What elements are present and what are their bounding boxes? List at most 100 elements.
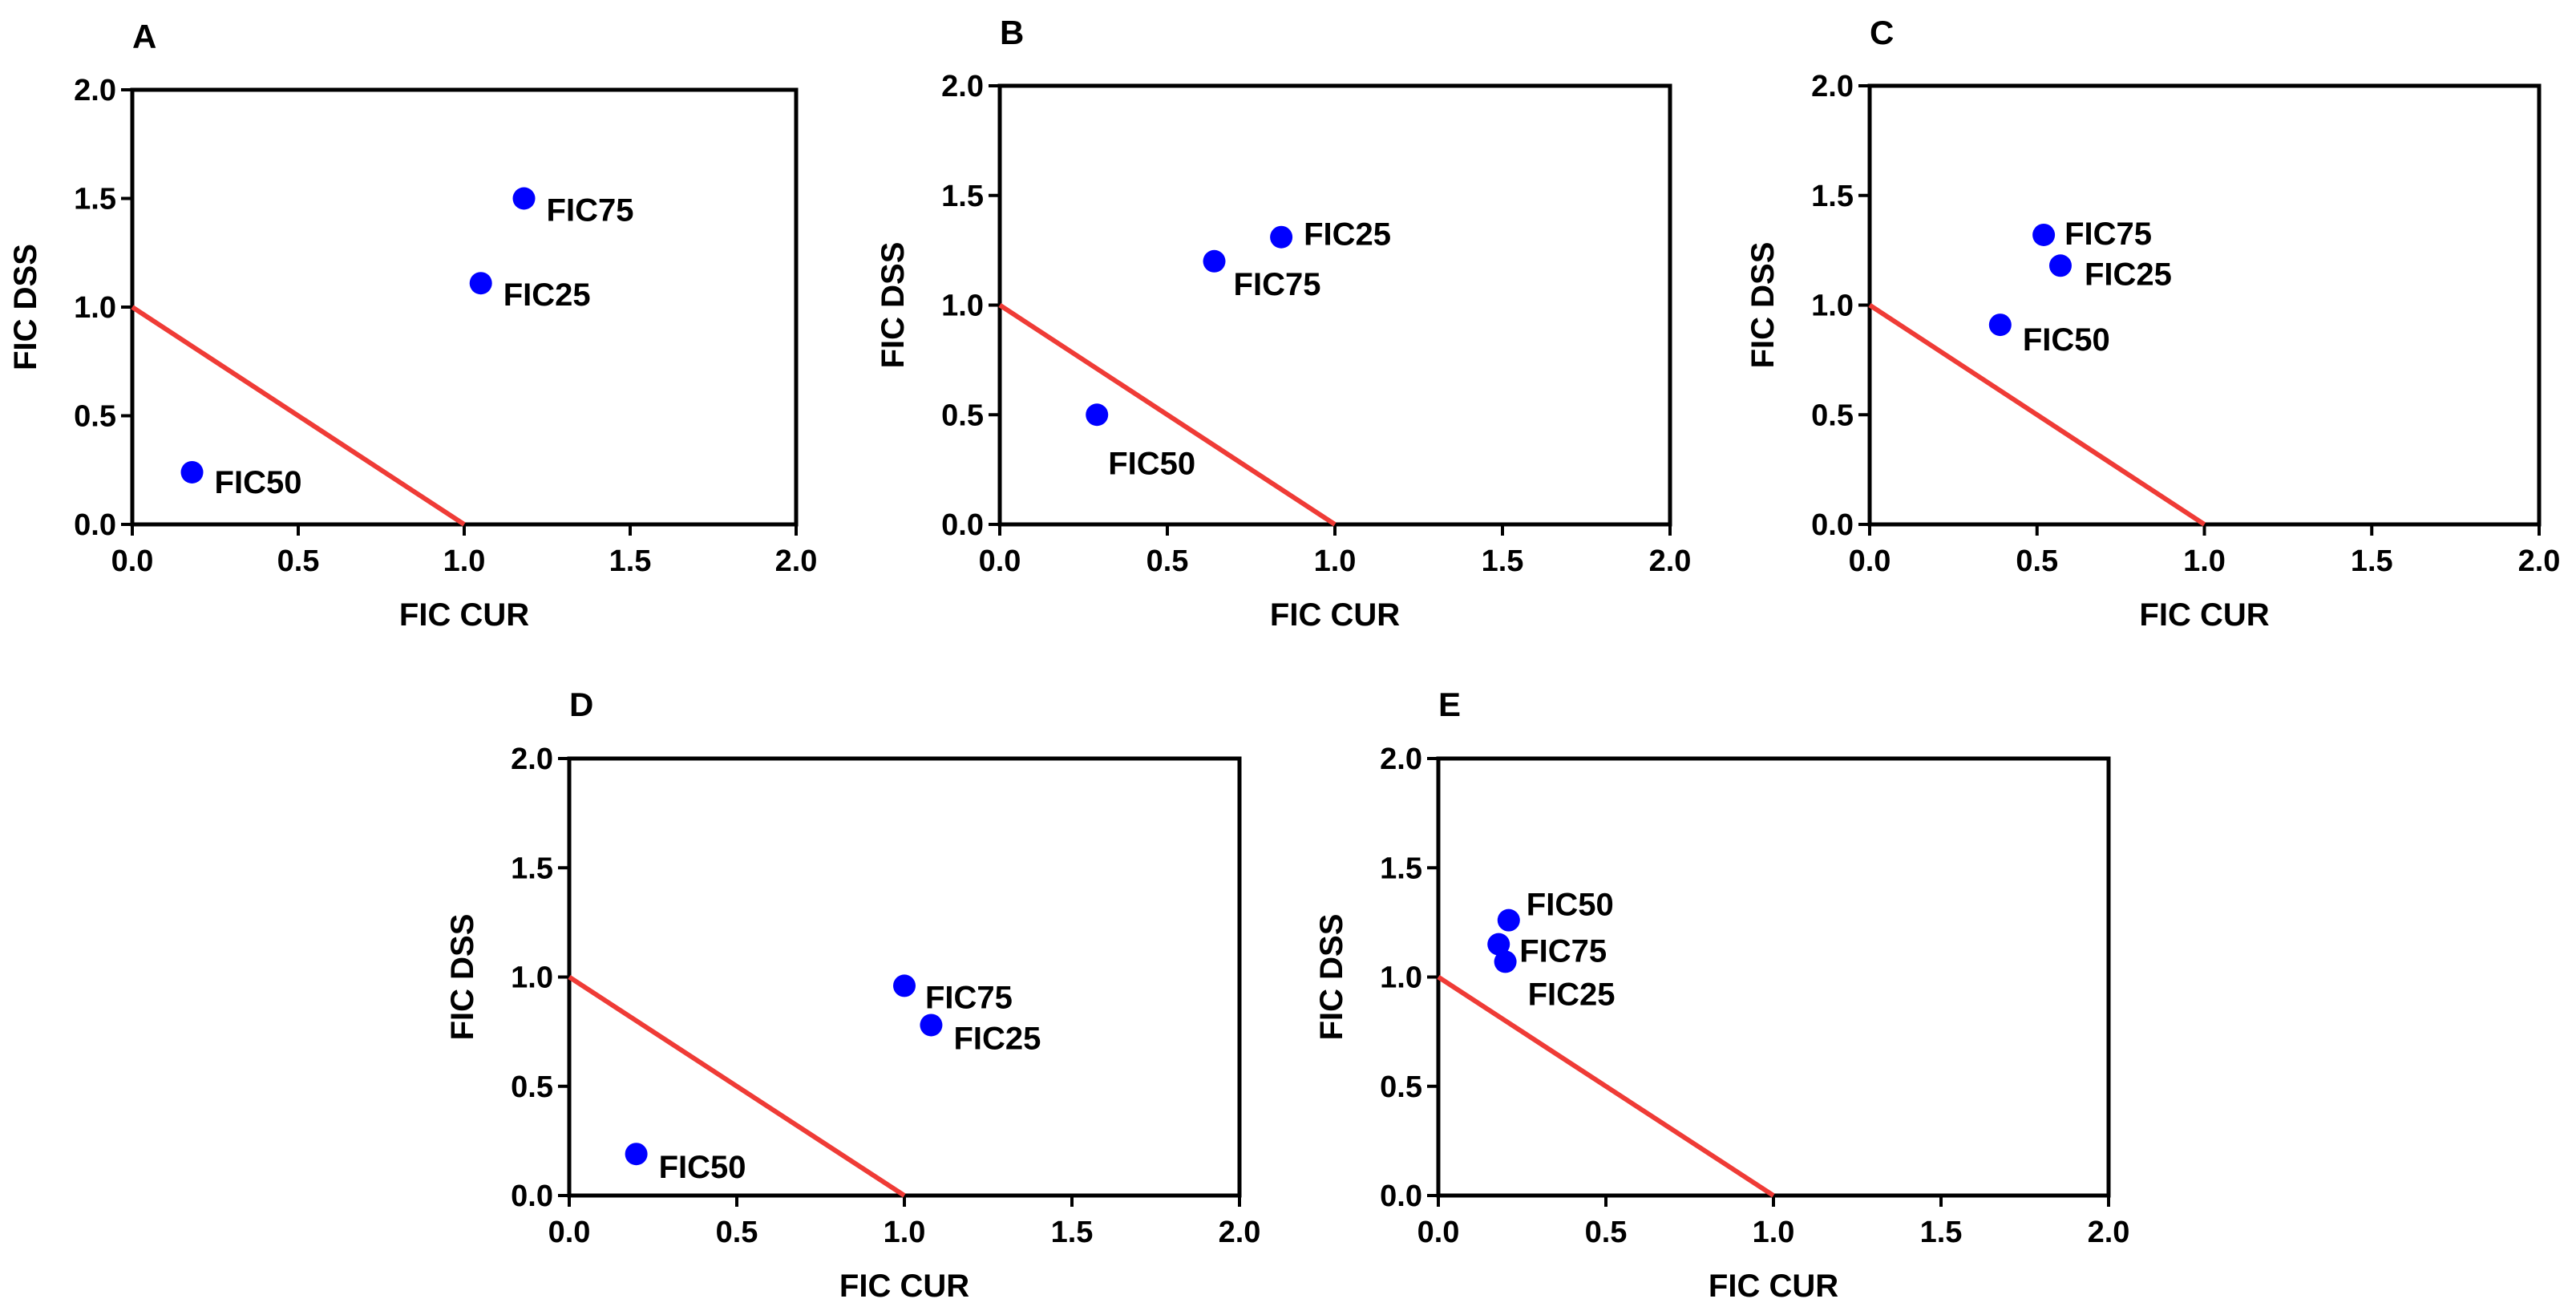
x-tick-label: 0.5 (1146, 544, 1189, 578)
data-point-fic50 (625, 1143, 648, 1166)
panel-label: D (569, 686, 593, 723)
x-tick-label: 0.0 (548, 1216, 591, 1249)
point-label: FIC25 (953, 1021, 1041, 1056)
y-tick-label: 2.0 (1811, 70, 1854, 103)
y-tick-label: 1.0 (1380, 961, 1422, 995)
y-axis-label: FIC DSS (1314, 914, 1349, 1041)
data-point-fic75 (2032, 223, 2056, 246)
point-label: FIC75 (547, 193, 634, 229)
data-point-fic25 (920, 1014, 943, 1037)
data-point-fic50 (180, 460, 204, 484)
x-axis-label: FIC CUR (2139, 597, 2269, 633)
panel-c: C 0.0 0.5 1.0 1.5 2.0 0.0 0.5 1.0 1.5 2.0 FIC CUR FI… (1745, 14, 2560, 633)
x-tick-label: 1.0 (2183, 544, 2226, 578)
x-tick-label: 2.0 (1219, 1216, 1261, 1249)
x-tick-label: 1.0 (1753, 1216, 1795, 1249)
x-tick-label: 1.0 (1314, 544, 1357, 578)
y-axis-label: FIC DSS (876, 242, 911, 369)
additivity-line (131, 305, 466, 527)
point-label: FIC75 (2064, 216, 2152, 252)
y-tick-label: 0.5 (511, 1070, 553, 1104)
point-label: FIC75 (1519, 934, 1607, 969)
y-tick-label: 1.5 (511, 852, 553, 885)
y-tick-label: 1.5 (1380, 852, 1422, 885)
x-tick-label: 1.5 (609, 544, 652, 578)
additivity-line (1437, 974, 1775, 1198)
point-label: FIC50 (2023, 322, 2110, 358)
data-point-fic75 (512, 187, 536, 210)
y-tick-label: 1.5 (74, 183, 116, 216)
point-label: FIC50 (659, 1150, 746, 1185)
y-tick-label: 0.5 (941, 399, 984, 432)
y-tick-label: 2.0 (74, 74, 116, 107)
x-tick-label: 0.0 (1849, 544, 1891, 578)
additivity-line (1868, 302, 2206, 527)
panel-a: A 0.0 0.5 1.0 1.5 2.0 0.0 0.5 1.0 1.5 2.0 FIC CUR FI… (8, 18, 817, 633)
x-axis-label: FIC CUR (399, 597, 529, 633)
x-tick-label: 0.0 (111, 544, 154, 578)
x-tick-label: 1.0 (443, 544, 486, 578)
panel-label: E (1438, 686, 1461, 723)
data-point-fic25 (2048, 254, 2072, 277)
y-tick-label: 2.0 (511, 742, 553, 776)
point-label: FIC75 (1234, 267, 1321, 302)
y-tick-label: 0.0 (1380, 1179, 1422, 1213)
plot-frame (130, 87, 799, 527)
panel-label: C (1870, 14, 1894, 51)
x-tick-label: 1.0 (884, 1216, 926, 1249)
y-tick-label: 1.5 (1811, 180, 1854, 213)
x-tick-label: 2.0 (1649, 544, 1692, 578)
point-label: FIC25 (1304, 217, 1391, 253)
y-axis-label: FIC DSS (1745, 242, 1781, 369)
x-tick-label: 1.5 (1051, 1216, 1094, 1249)
data-point-fic75 (1487, 933, 1510, 956)
x-tick-label: 0.5 (2016, 544, 2058, 578)
y-tick-label: 2.0 (1380, 742, 1422, 776)
x-axis-label: FIC CUR (1709, 1268, 1838, 1304)
y-tick-label: 1.0 (941, 289, 984, 323)
y-tick-label: 0.5 (1811, 399, 1854, 432)
x-axis-label: FIC CUR (839, 1268, 969, 1304)
point-label: FIC25 (503, 277, 591, 313)
y-tick-label: 1.0 (1811, 289, 1854, 323)
data-point-fic75 (1203, 249, 1226, 273)
point-label: FIC50 (1527, 888, 1614, 923)
x-tick-label: 2.0 (775, 544, 818, 578)
data-point-fic25 (1270, 225, 1293, 249)
data-point-fic50 (1497, 908, 1520, 932)
data-point-fic75 (893, 974, 916, 997)
x-axis-label: FIC CUR (1270, 597, 1400, 633)
y-axis-label: FIC DSS (445, 914, 480, 1041)
additivity-line (998, 302, 1337, 527)
y-tick-label: 0.0 (511, 1179, 553, 1213)
panel-label: B (1000, 14, 1024, 51)
y-tick-label: 0.0 (1811, 508, 1854, 542)
x-tick-label: 0.5 (1585, 1216, 1628, 1249)
point-label: FIC25 (2085, 257, 2172, 292)
x-tick-label: 0.5 (277, 544, 320, 578)
x-tick-label: 2.0 (2088, 1216, 2130, 1249)
y-tick-label: 1.5 (941, 180, 984, 213)
y-tick-label: 0.5 (1380, 1070, 1422, 1104)
data-point-fic25 (469, 272, 492, 295)
plot-frame (997, 83, 1672, 527)
point-label: FIC25 (1528, 977, 1616, 1012)
x-tick-label: 0.0 (1417, 1216, 1460, 1249)
x-tick-label: 0.5 (716, 1216, 758, 1249)
x-tick-label: 1.5 (1482, 544, 1524, 578)
x-tick-label: 1.5 (1920, 1216, 1963, 1249)
x-tick-label: 0.0 (979, 544, 1021, 578)
data-point-fic50 (1086, 403, 1109, 427)
x-tick-label: 2.0 (2518, 544, 2561, 578)
point-label: FIC50 (1108, 446, 1195, 481)
data-point-fic25 (1494, 950, 1517, 973)
point-label: FIC75 (925, 980, 1013, 1015)
panel-e: E 0.0 0.5 1.0 1.5 2.0 0.0 0.5 1.0 1.5 2.0 FIC CUR FI… (1314, 686, 2129, 1304)
y-tick-label: 1.0 (74, 291, 116, 325)
y-tick-label: 0.0 (74, 508, 116, 542)
x-tick-label: 1.5 (2351, 544, 2393, 578)
panel-label: A (132, 18, 156, 55)
panel-b: B 0.0 0.5 1.0 1.5 2.0 0.0 0.5 1.0 1.5 2.0 FIC CUR FI… (876, 14, 1691, 633)
y-tick-label: 1.0 (511, 961, 553, 995)
